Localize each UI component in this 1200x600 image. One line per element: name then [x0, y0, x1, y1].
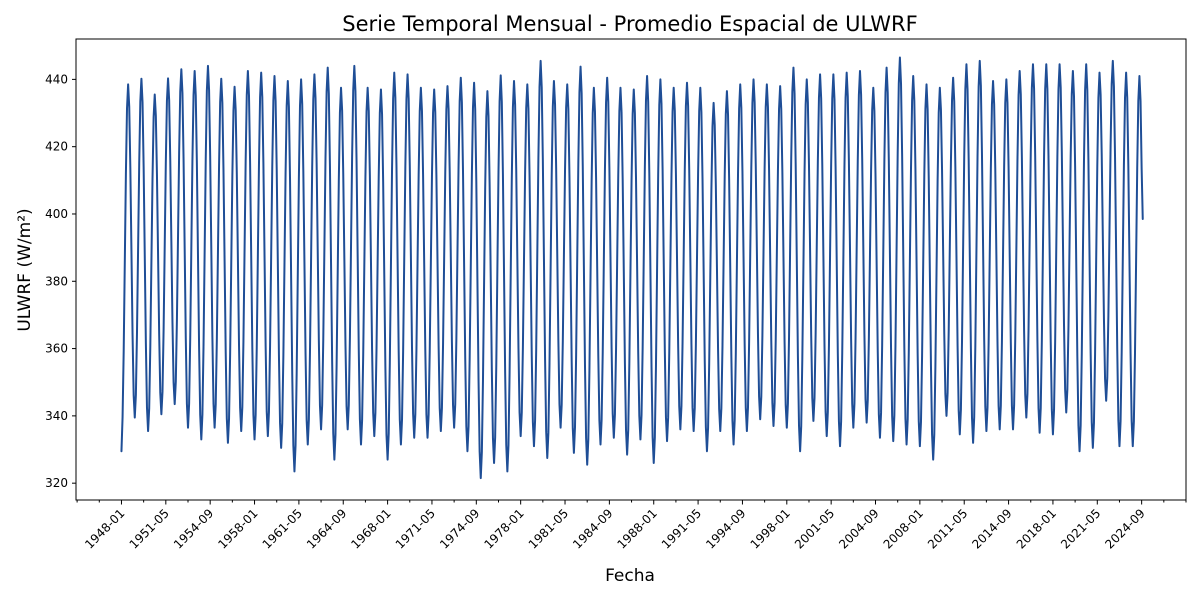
- x-tick-label: 2024-09: [1102, 506, 1147, 551]
- x-tick-label: 1994-09: [703, 506, 748, 551]
- y-tick-label: 380: [45, 274, 68, 288]
- y-tick-label: 320: [45, 476, 68, 490]
- x-tick-label: 1988-01: [614, 506, 659, 551]
- x-tick-label: 2001-05: [792, 506, 837, 551]
- x-tick-label: 1968-01: [348, 506, 393, 551]
- x-tick-label: 2018-01: [1014, 506, 1059, 551]
- x-tick-label: 2014-09: [969, 506, 1014, 551]
- x-tick-label: 1948-01: [82, 506, 127, 551]
- y-tick-label: 340: [45, 409, 68, 423]
- y-tick-label: 360: [45, 342, 68, 356]
- y-tick-label: 420: [45, 140, 68, 154]
- y-tick-label: 440: [45, 72, 68, 86]
- x-tick-label: 1954-09: [171, 506, 216, 551]
- x-tick-label: 1961-05: [260, 506, 305, 551]
- x-tick-label: 1991-05: [659, 506, 704, 551]
- y-tick-label: 400: [45, 207, 68, 221]
- x-axis-ticks: 1948-01 1951-05 1954-09 1958-01 1961-05 1964-…: [76, 500, 1187, 552]
- ulwrf-series-line: [120, 56, 1144, 480]
- x-tick-label: 2021-05: [1058, 506, 1103, 551]
- x-tick-label: 1981-05: [526, 506, 571, 551]
- x-tick-label: 1974-09: [437, 506, 482, 551]
- x-tick-label: 1951-05: [127, 506, 172, 551]
- y-axis-ticks: 320 340 360 380 400 420 440: [45, 72, 76, 490]
- x-tick-label: 1984-09: [570, 506, 615, 551]
- x-tick-label: 1971-05: [393, 506, 438, 551]
- x-tick-label: 2004-09: [836, 506, 881, 551]
- x-tick-label: 2011-05: [925, 506, 970, 551]
- y-axis-title: ULWRF (W/m²): [15, 208, 35, 331]
- x-tick-label: 2008-01: [881, 506, 926, 551]
- x-tick-label: 1964-09: [304, 506, 349, 551]
- x-axis-title: Fecha: [605, 566, 655, 586]
- x-tick-label: 1958-01: [215, 506, 260, 551]
- plot-area-frame: [75, 38, 1187, 501]
- x-tick-label: 1998-01: [748, 506, 793, 551]
- x-tick-label: 1978-01: [481, 506, 526, 551]
- chart-title: Serie Temporal Mensual - Promedio Espaci…: [342, 12, 917, 36]
